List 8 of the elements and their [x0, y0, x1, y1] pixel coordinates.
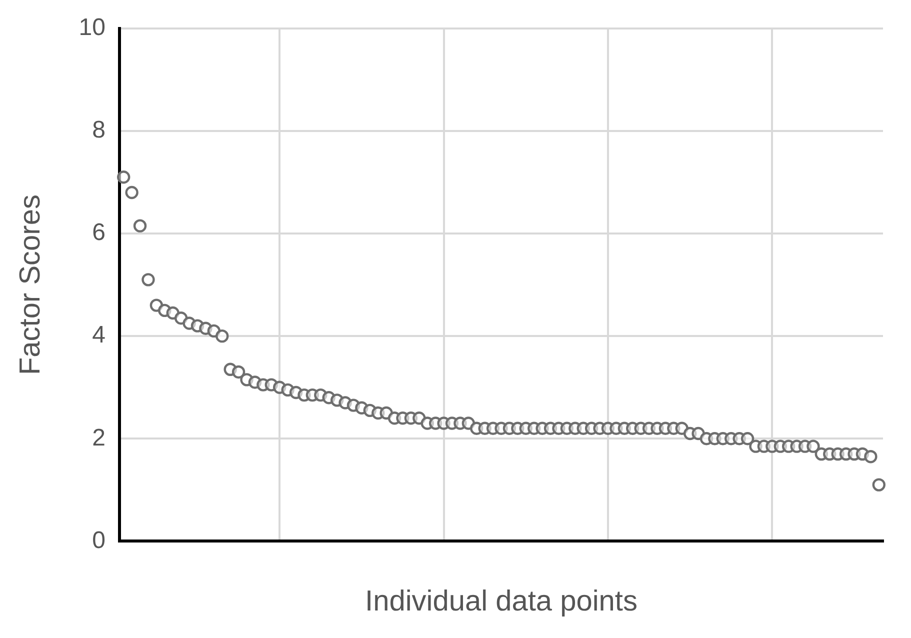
y-tick-label: 4 [92, 322, 106, 349]
x-axis-title: Individual data points [365, 586, 638, 618]
y-axis-title: Factor Scores [14, 194, 46, 376]
y-tick-label: 0 [92, 526, 106, 554]
y-tick-label: 6 [92, 219, 106, 246]
y-tick-label: 10 [78, 14, 106, 42]
y-tick-label: 2 [92, 424, 106, 452]
y-tick-label: 8 [92, 116, 106, 144]
